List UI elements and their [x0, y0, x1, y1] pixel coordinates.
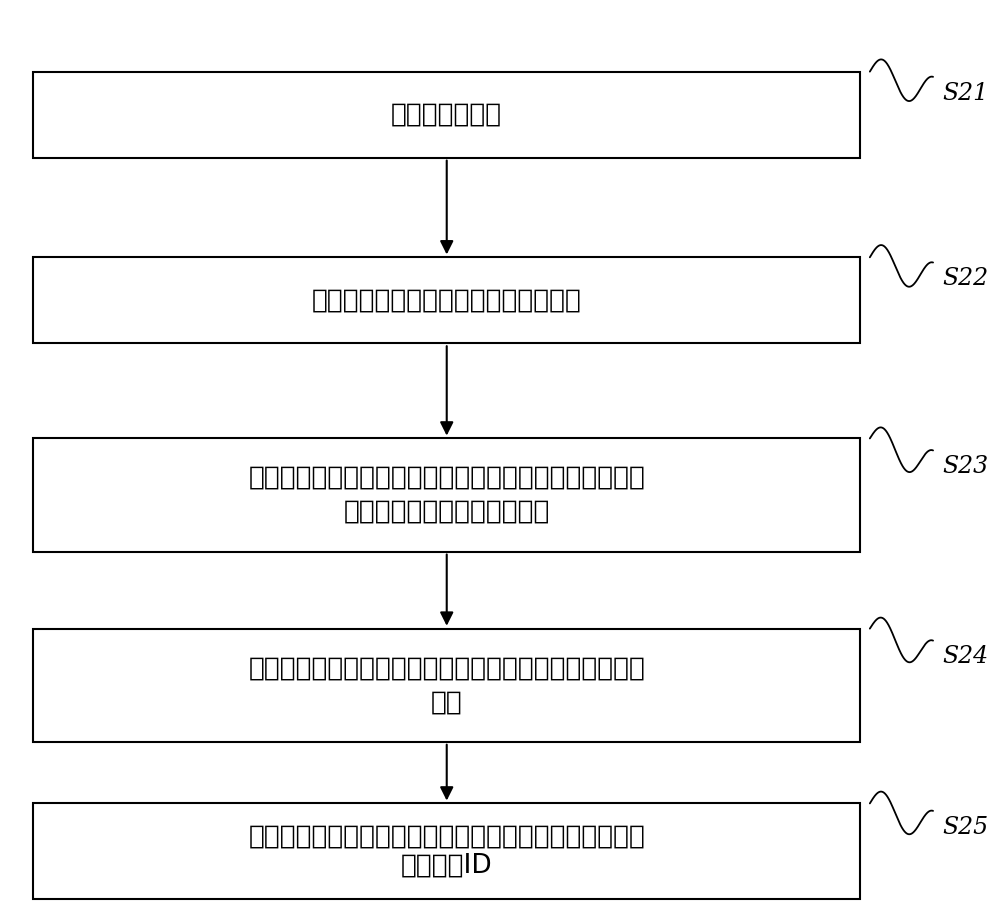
Bar: [33, 258, 860, 344]
Text: 根据脂质分子化学式在脂质数据库中进行查询以获取相应: 根据脂质分子化学式在脂质数据库中进行查询以获取相应: [248, 824, 645, 850]
Text: S24: S24: [943, 645, 989, 668]
Text: S25: S25: [943, 815, 989, 839]
Text: 获取脂质速记符: 获取脂质速记符: [391, 101, 502, 128]
Bar: [33, 439, 860, 552]
Text: 中获取相应的基本结构化学式: 中获取相应的基本结构化学式: [344, 499, 550, 525]
Text: S22: S22: [943, 267, 989, 291]
Bar: [33, 629, 860, 742]
Bar: [33, 71, 860, 158]
Bar: [33, 803, 860, 898]
Text: 的标准化ID: 的标准化ID: [401, 852, 493, 878]
Text: 学式: 学式: [431, 689, 463, 716]
Text: 根据脂质速记符中的脂类种类缩写从脂质基本结构数据库: 根据脂质速记符中的脂类种类缩写从脂质基本结构数据库: [248, 465, 645, 491]
Text: S23: S23: [943, 455, 989, 478]
Text: 根据化学式片段和基本结构化学式获取完整的脂质分子化: 根据化学式片段和基本结构化学式获取完整的脂质分子化: [248, 655, 645, 681]
Text: 根据脂质速记符获取相应的化学式片段: 根据脂质速记符获取相应的化学式片段: [312, 287, 582, 314]
Text: S21: S21: [943, 81, 989, 104]
